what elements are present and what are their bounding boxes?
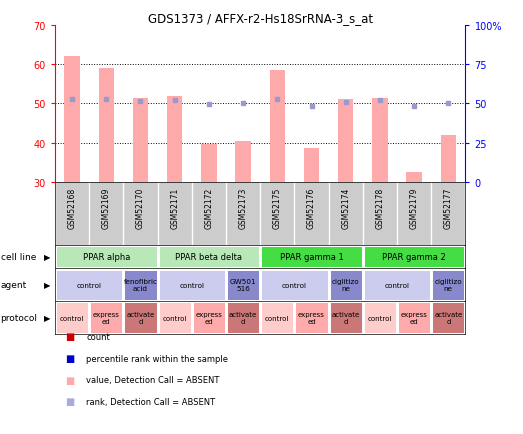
Text: activate
d: activate d [434, 311, 462, 324]
Text: ■: ■ [65, 375, 75, 385]
Text: GSM52168: GSM52168 [67, 187, 76, 228]
Bar [64, 57, 79, 182]
Bar [98, 69, 114, 182]
Text: activate
d: activate d [229, 311, 257, 324]
Bar [227, 270, 259, 300]
Text: express
ed: express ed [93, 311, 120, 324]
Text: ▶: ▶ [44, 280, 51, 289]
Text: control: control [60, 315, 84, 321]
Text: GSM52176: GSM52176 [307, 187, 316, 229]
Bar [227, 302, 259, 333]
Text: GSM52172: GSM52172 [204, 187, 213, 228]
Text: value, Detection Call = ABSENT: value, Detection Call = ABSENT [86, 375, 220, 385]
Text: PPAR gamma 2: PPAR gamma 2 [382, 253, 446, 261]
Text: PPAR alpha: PPAR alpha [83, 253, 130, 261]
Text: control: control [368, 315, 392, 321]
Bar [158, 246, 259, 268]
Bar [433, 270, 464, 300]
Text: GSM52177: GSM52177 [444, 187, 453, 229]
Text: cell line: cell line [1, 253, 36, 261]
Text: PPAR gamma 1: PPAR gamma 1 [280, 253, 344, 261]
Bar [56, 246, 156, 268]
Text: GW501
516: GW501 516 [230, 279, 256, 291]
Text: PPAR beta delta: PPAR beta delta [175, 253, 242, 261]
Text: GSM52179: GSM52179 [410, 187, 418, 229]
Bar [364, 246, 464, 268]
Text: GSM52178: GSM52178 [376, 187, 384, 228]
Bar [398, 302, 430, 333]
Text: activate
d: activate d [127, 311, 155, 324]
Bar [261, 270, 327, 300]
Text: ■: ■ [65, 397, 75, 407]
Text: GSM52170: GSM52170 [136, 187, 145, 229]
Text: GSM52175: GSM52175 [273, 187, 282, 229]
Text: control: control [384, 282, 410, 288]
Text: control: control [265, 315, 290, 321]
Bar [193, 302, 225, 333]
Text: express
ed: express ed [401, 311, 428, 324]
Bar [133, 98, 148, 182]
Text: express
ed: express ed [196, 311, 222, 324]
Title: GDS1373 / AFFX-r2-Hs18SrRNA-3_s_at: GDS1373 / AFFX-r2-Hs18SrRNA-3_s_at [147, 12, 373, 25]
Bar [235, 141, 251, 182]
Bar [338, 100, 354, 182]
Bar [295, 302, 327, 333]
Bar [372, 98, 388, 182]
Bar [261, 246, 362, 268]
Text: express
ed: express ed [298, 311, 325, 324]
Bar [441, 135, 456, 182]
Bar [167, 96, 183, 182]
Bar [90, 302, 122, 333]
Bar [56, 302, 88, 333]
Text: control: control [163, 315, 187, 321]
Text: GSM52173: GSM52173 [238, 187, 247, 229]
Bar [261, 302, 293, 333]
Bar [124, 270, 156, 300]
Text: control: control [77, 282, 101, 288]
Text: control: control [179, 282, 204, 288]
Bar [364, 302, 396, 333]
Bar [158, 302, 191, 333]
Bar [158, 270, 225, 300]
Text: ■: ■ [65, 353, 75, 363]
Text: ■: ■ [65, 332, 75, 342]
Text: GSM52174: GSM52174 [341, 187, 350, 229]
Bar [56, 270, 122, 300]
Bar [304, 149, 319, 182]
Text: fenofibric
acid: fenofibric acid [123, 279, 157, 291]
Text: ciglitizo
ne: ciglitizo ne [435, 279, 462, 291]
Text: percentile rank within the sample: percentile rank within the sample [86, 354, 229, 363]
Bar [201, 145, 217, 182]
Text: agent: agent [1, 280, 27, 289]
Text: ▶: ▶ [44, 313, 51, 322]
Text: count: count [86, 332, 110, 341]
Text: ciglitizo
ne: ciglitizo ne [332, 279, 359, 291]
Bar [364, 270, 430, 300]
Text: control: control [282, 282, 307, 288]
Bar [269, 71, 285, 182]
Text: GSM52171: GSM52171 [170, 187, 179, 228]
Bar [329, 270, 362, 300]
Text: protocol: protocol [1, 313, 38, 322]
Bar [329, 302, 362, 333]
Text: GSM52169: GSM52169 [102, 187, 111, 229]
Bar [124, 302, 156, 333]
Bar [406, 172, 422, 182]
Text: ▶: ▶ [44, 253, 51, 261]
Text: activate
d: activate d [332, 311, 360, 324]
Text: rank, Detection Call = ABSENT: rank, Detection Call = ABSENT [86, 397, 215, 406]
Bar [433, 302, 464, 333]
